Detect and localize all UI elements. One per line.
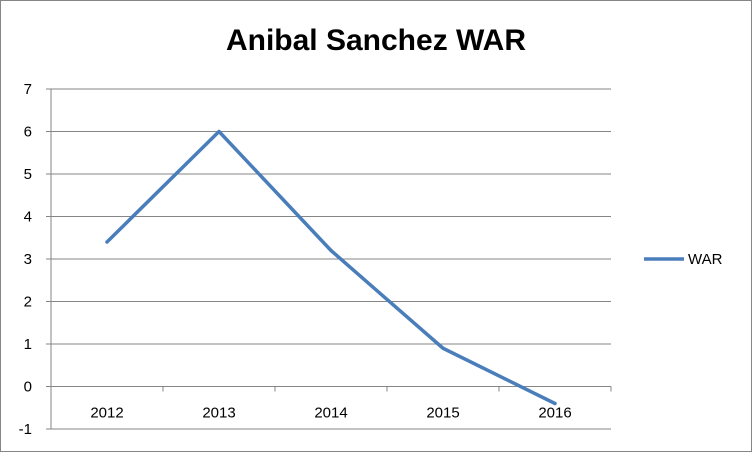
data-point-2014 <box>329 249 333 252</box>
grid-layer <box>46 88 611 430</box>
y-tick-label-6: 5 <box>24 166 32 183</box>
y-tick-label-7: 6 <box>24 124 32 141</box>
y-tick-label-5: 4 <box>24 209 32 226</box>
x-tick-label-2015: 2015 <box>426 405 459 422</box>
y-tick-label-4: 3 <box>24 251 32 268</box>
x-tick-label-2012: 2012 <box>90 405 123 422</box>
chart-title: Anibal Sanchez WAR <box>225 24 527 57</box>
x-tick-label-2014: 2014 <box>314 405 347 422</box>
legend-label-war: WAR <box>688 251 723 268</box>
legend: WAR <box>644 251 723 268</box>
series-line-war <box>105 129 557 406</box>
y-tick-label-3: 2 <box>24 294 32 311</box>
y-tick-label-8: 7 <box>24 81 32 98</box>
data-point-2015 <box>441 346 445 350</box>
x-tick-label-2013: 2013 <box>202 405 235 422</box>
y-tick-label-1: 0 <box>24 379 32 396</box>
data-point-2013 <box>217 130 221 133</box>
x-tick-label-2016: 2016 <box>538 405 571 422</box>
data-point-2012 <box>105 240 109 244</box>
series-layer <box>105 129 557 406</box>
y-tick-label-0: -1 <box>19 421 32 438</box>
data-point-2016 <box>553 402 557 405</box>
label-layer: -1 0 1 2 3 4 5 6 7 2012 2013 2014 2015 2016 <box>19 81 572 438</box>
y-tick-label-2: 1 <box>24 336 32 353</box>
